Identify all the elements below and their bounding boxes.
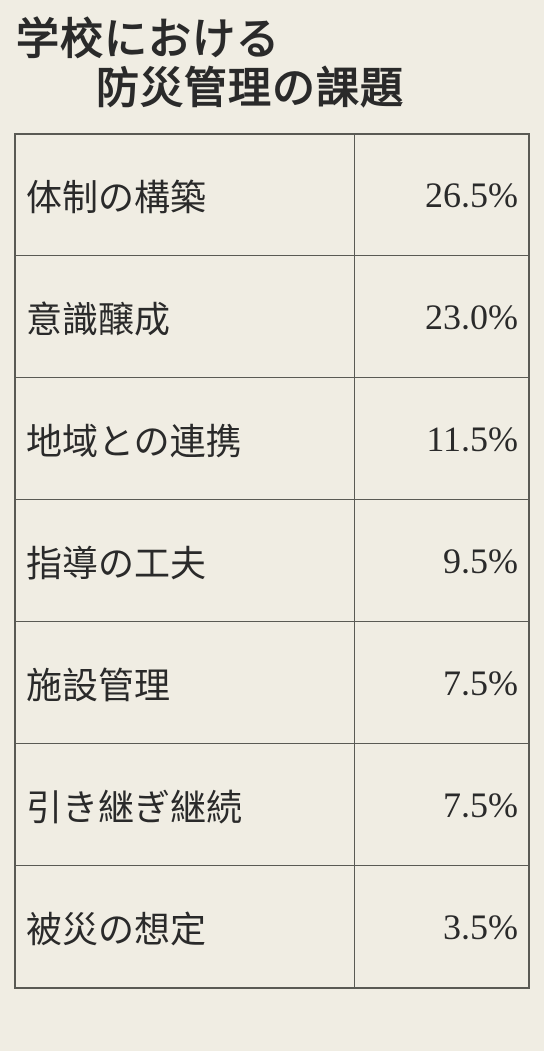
table-row: 体制の構築 26.5%: [15, 134, 529, 256]
title-line-1: 学校における: [16, 16, 530, 65]
row-value: 7.5%: [354, 744, 529, 866]
row-label: 被災の想定: [15, 866, 354, 988]
row-label: 指導の工夫: [15, 500, 354, 622]
data-table: 体制の構築 26.5% 意識醸成 23.0% 地域との連携 11.5% 指導の工…: [14, 133, 530, 989]
row-label: 体制の構築: [15, 134, 354, 256]
title-line-2: 防災管理の課題: [16, 65, 530, 114]
row-label: 施設管理: [15, 622, 354, 744]
row-value: 11.5%: [354, 378, 529, 500]
row-value: 23.0%: [354, 256, 529, 378]
table-row: 指導の工夫 9.5%: [15, 500, 529, 622]
row-value: 3.5%: [354, 866, 529, 988]
row-label: 引き継ぎ継続: [15, 744, 354, 866]
table-row: 地域との連携 11.5%: [15, 378, 529, 500]
table-row: 被災の想定 3.5%: [15, 866, 529, 988]
row-value: 9.5%: [354, 500, 529, 622]
table-row: 引き継ぎ継続 7.5%: [15, 744, 529, 866]
table-row: 施設管理 7.5%: [15, 622, 529, 744]
row-label: 地域との連携: [15, 378, 354, 500]
table-title: 学校における 防災管理の課題: [14, 16, 530, 115]
row-label: 意識醸成: [15, 256, 354, 378]
row-value: 26.5%: [354, 134, 529, 256]
table-row: 意識醸成 23.0%: [15, 256, 529, 378]
row-value: 7.5%: [354, 622, 529, 744]
